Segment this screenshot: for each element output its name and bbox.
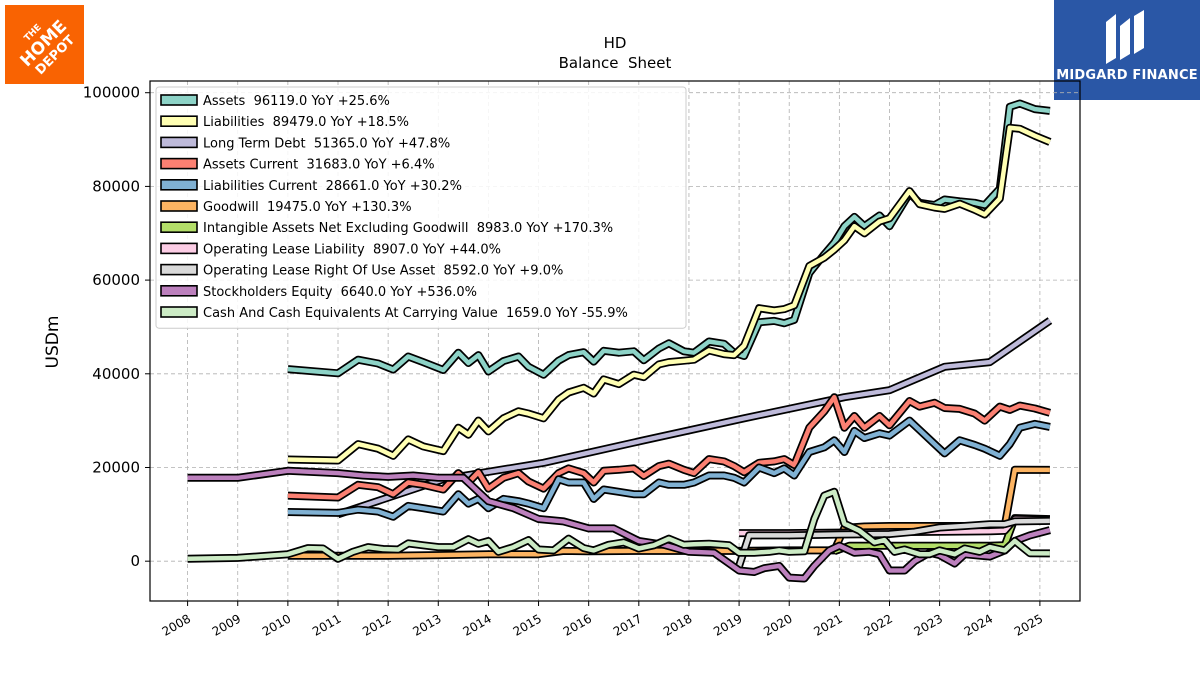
x-tick-label: 2012 [360, 611, 393, 638]
legend-entry: Intangible Assets Net Excluding Goodwill… [203, 221, 613, 236]
y-tick-label: 100000 [83, 84, 140, 102]
legend-entry: Stockholders Equity 6640.0 YoY +536.0% [203, 285, 477, 300]
midgard-finance-wordmark: MIDGARD FINANCE [1056, 68, 1198, 83]
x-tick-label: 2025 [1012, 611, 1045, 638]
x-tick-label: 2024 [962, 611, 995, 638]
chart-title: HD [604, 34, 627, 52]
legend-swatch [160, 94, 198, 106]
legend-entry: Liabilities 89479.0 YoY +18.5% [203, 115, 409, 130]
x-tick-label: 2010 [260, 611, 293, 638]
y-tick-label: 20000 [92, 458, 140, 476]
y-tick-label: 80000 [92, 177, 140, 195]
legend: Assets 96119.0 YoY +25.6% Liabilities 894… [155, 86, 687, 329]
series-line-operating-lease-right-of-use-asset [736, 518, 1050, 567]
legend-swatch [160, 221, 198, 233]
x-tick-label: 2020 [761, 611, 794, 638]
x-tick-label: 2021 [811, 611, 844, 638]
series-line-liabilities [287, 125, 1051, 463]
legend-swatch [160, 179, 198, 191]
x-tick-label: 2023 [912, 611, 945, 638]
legend-swatch [160, 242, 198, 255]
legend-swatch [160, 115, 198, 127]
legend-entry: Operating Lease Liability 8907.0 YoY +44… [203, 242, 501, 257]
series-line-stockholders-equity [187, 468, 1051, 581]
x-tick-label: 2018 [661, 611, 694, 638]
midgard-finance-logo: MIDGARD FINANCE [1054, 0, 1200, 100]
legend-entry: Cash And Cash Equivalents At Carrying Va… [203, 306, 628, 321]
y-tick-label: 60000 [92, 271, 140, 289]
series-line-long-term-debt [337, 318, 1052, 517]
x-tick-label: 2015 [511, 611, 544, 638]
x-tick-label: 2017 [611, 611, 644, 638]
series-line-cash-and-cash-equivalents-at-carrying-value [187, 489, 1050, 562]
home-depot-logo: THE HOME DEPOT [5, 5, 84, 84]
legend-swatch [160, 263, 198, 276]
x-tick-label: 2022 [862, 611, 895, 638]
chart-subtitle: Balance Sheet [559, 54, 672, 72]
series-line-liabilities-current [287, 418, 1051, 519]
legend-swatch [160, 284, 198, 297]
x-tick-label: 2016 [561, 611, 594, 638]
legend-entry: Assets Current 31683.0 YoY +6.4% [203, 158, 435, 173]
legend-entry: Assets 96119.0 YoY +25.6% [203, 94, 390, 109]
legend-entry: Liabilities Current 28661.0 YoY +30.2% [203, 179, 462, 194]
x-tick-label: 2011 [310, 611, 343, 638]
legend-swatch [160, 306, 198, 318]
y-tick-label: 40000 [92, 365, 140, 383]
x-tick-label: 2014 [460, 611, 493, 638]
x-tick-label: 2013 [410, 611, 443, 638]
legend-swatch [160, 200, 198, 212]
legend-entry: Goodwill 19475.0 YoY +130.3% [203, 200, 412, 215]
plot-frame [149, 80, 1081, 602]
series-lines [187, 99, 1053, 583]
x-tick-label: 2009 [210, 611, 243, 638]
legend-entry: Long Term Debt 51365.0 YoY +47.8% [203, 136, 450, 151]
y-tick-label: 0 [130, 552, 140, 570]
legend-entry: Operating Lease Right Of Use Asset 8592.… [203, 264, 563, 279]
legend-swatch [160, 136, 198, 149]
legend-box [155, 86, 687, 329]
x-tick-label: 2008 [160, 611, 193, 638]
x-tick-label: 2019 [711, 611, 744, 638]
y-axis-label: USDm [43, 316, 63, 369]
legend-swatch [160, 157, 198, 170]
